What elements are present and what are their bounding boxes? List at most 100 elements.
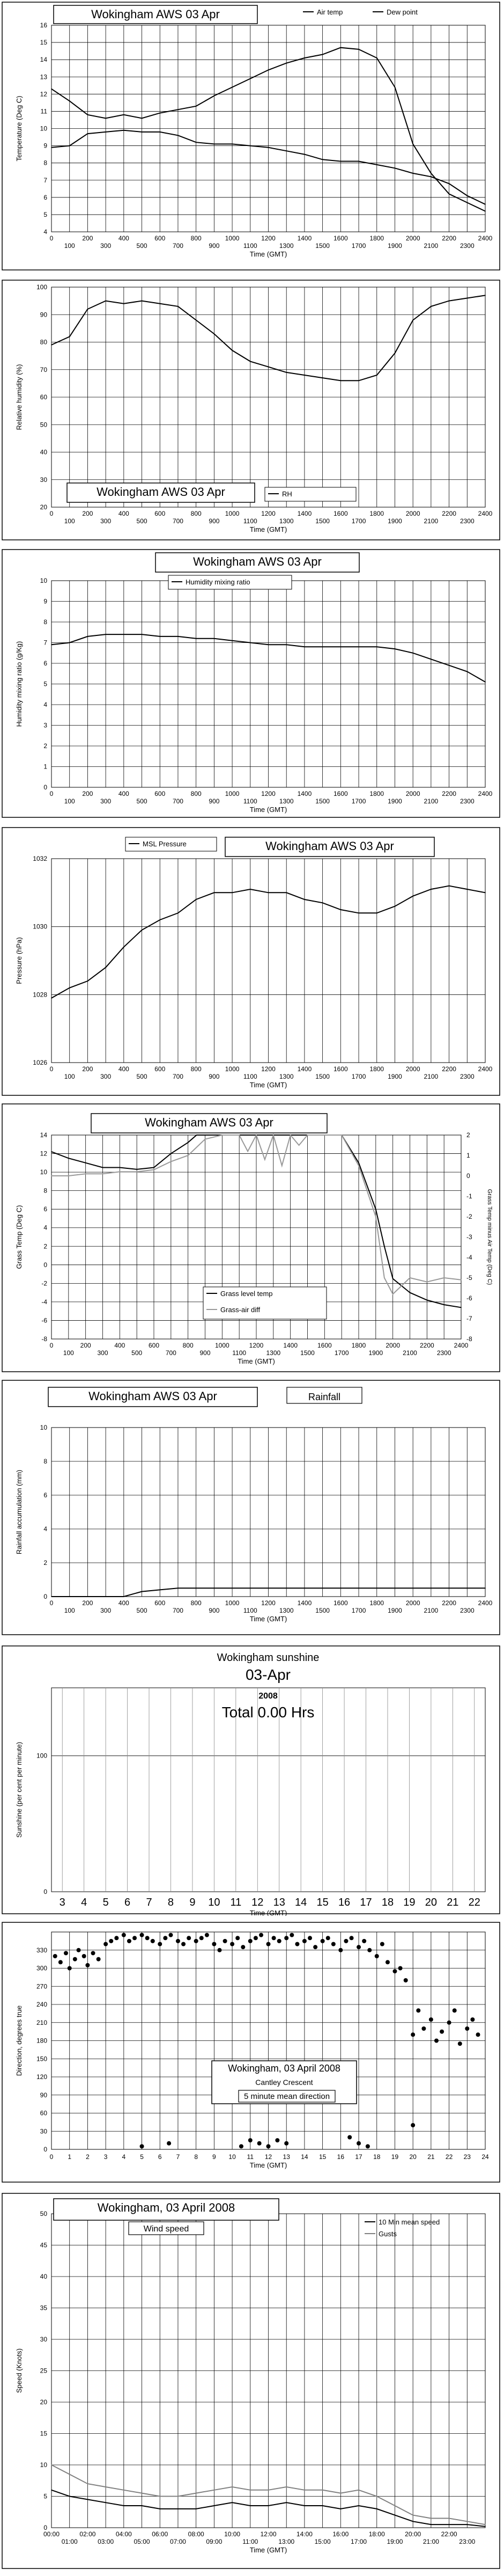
chart-mix: 0123456789100100200300400500600700800900… (2, 549, 500, 818)
x-tick-label-lower: 300 (100, 797, 111, 805)
x-tick-label-lower: 100 (64, 242, 75, 250)
data-point (105, 118, 106, 119)
x-tick-label: 14 (301, 2153, 308, 2161)
data-point (304, 2490, 305, 2491)
data-point (232, 640, 233, 641)
x-axis-label: Time (GMT) (250, 1615, 287, 1623)
scatter-point (67, 1966, 72, 1971)
scatter-point (320, 1938, 325, 1943)
data-point (51, 1596, 52, 1597)
x-tick-label: 17 (360, 1897, 372, 1908)
data-point (431, 176, 432, 178)
data-point (448, 885, 450, 887)
legend-label: 10 Min mean speed (379, 2218, 440, 2226)
data-point (448, 300, 450, 302)
x-axis-label: Time (GMT) (250, 806, 287, 814)
data-point (392, 1278, 394, 1279)
data-point (324, 1135, 325, 1136)
x-tick-label: 2000 (406, 510, 420, 517)
data-point (159, 1589, 161, 1591)
data-point (177, 636, 179, 637)
data-point (232, 350, 233, 351)
data-point (87, 114, 88, 115)
x-tick-label-lower: 700 (173, 517, 183, 525)
x-tick-label: 2400 (478, 1065, 493, 1073)
x-tick-label-lower: 1300 (266, 1349, 280, 1357)
data-point (123, 2490, 124, 2491)
scatter-point (181, 1942, 186, 1946)
y-tick-label: 8 (43, 159, 47, 167)
x-tick-label-lower: 700 (173, 242, 183, 250)
y-tick-label: 2 (43, 1559, 47, 1567)
scatter-point (440, 2029, 444, 2034)
data-point (394, 905, 396, 907)
data-point (69, 2473, 70, 2475)
x-tick-label: 7 (146, 1897, 152, 1908)
data-point (443, 1304, 444, 1305)
x-tick-label: 1600 (333, 1599, 348, 1607)
x-tick-label: 9 (212, 2153, 216, 2161)
y-tick-label: 7 (43, 177, 47, 184)
x-axis-label: Time (GMT) (238, 1357, 275, 1365)
y-tick-label: 12 (40, 1150, 48, 1158)
scatter-point (421, 2026, 426, 2031)
x-tick-label: 600 (154, 510, 165, 517)
data-point (376, 2496, 377, 2497)
chart-date: 03-Apr (246, 1666, 291, 1683)
x-tick-label: 11 (230, 1897, 241, 1908)
scatter-point (295, 1942, 300, 1946)
title-box (66, 482, 255, 503)
y-right-tick-label: -8 (466, 1335, 472, 1343)
x-tick-label: 1000 (225, 790, 240, 797)
data-point (485, 210, 486, 212)
scatter-point (470, 2017, 475, 2022)
x-tick-label: 21 (447, 1897, 458, 1908)
scatter-point (72, 1957, 77, 1962)
data-point (123, 303, 124, 304)
y-tick-label: 4 (43, 1224, 47, 1232)
x-tick-label: 0 (50, 235, 54, 242)
scatter-point (204, 1933, 209, 1937)
y-tick-label: 7 (43, 639, 47, 647)
data-point (195, 142, 197, 143)
data-point (123, 1596, 124, 1597)
x-tick-label: 2000 (406, 790, 420, 797)
scatter-point (271, 1936, 276, 1941)
x-tick-label-lower: 300 (100, 1073, 111, 1080)
data-point (51, 2464, 52, 2465)
data-point (232, 2502, 233, 2503)
x-tick-label: 1200 (261, 1065, 276, 1073)
data-point (213, 892, 215, 894)
y-tick-label: 14 (40, 56, 48, 63)
x-tick-label-lower: 900 (209, 517, 219, 525)
x-tick-label: 600 (154, 790, 165, 797)
data-point (409, 1292, 411, 1293)
title-box (48, 1387, 258, 1407)
x-tick-label-lower: 2300 (460, 242, 475, 250)
data-point (304, 899, 305, 900)
scatter-point (465, 2026, 470, 2031)
x-tick-label-lower: 1900 (388, 1073, 402, 1080)
data-point (213, 2505, 215, 2506)
data-point (322, 54, 323, 55)
data-point (159, 2508, 161, 2509)
x-tick-label: 22 (469, 1897, 480, 1908)
data-point (298, 1145, 300, 1146)
x-tick-label-lower: 1500 (300, 1349, 315, 1357)
data-point (264, 1159, 265, 1160)
y-tick-label: 20 (40, 2398, 48, 2406)
data-point (51, 997, 52, 999)
x-tick-label-lower: 1300 (279, 517, 294, 525)
y-right-tick-label: -7 (466, 1315, 472, 1322)
y-tick-label: 0 (43, 1261, 47, 1269)
data-point (485, 2524, 486, 2525)
data-point (322, 377, 323, 378)
x-tick-label-lower: 1100 (243, 1073, 257, 1080)
label-box-text: Wind speed (144, 2224, 189, 2234)
y-tick-label: 45 (40, 2242, 48, 2249)
y-tick-label: 6 (43, 194, 47, 201)
x-tick-label: 1800 (369, 1065, 384, 1073)
scatter-point (374, 1954, 379, 1958)
x-tick-label: 2000 (406, 1599, 420, 1607)
